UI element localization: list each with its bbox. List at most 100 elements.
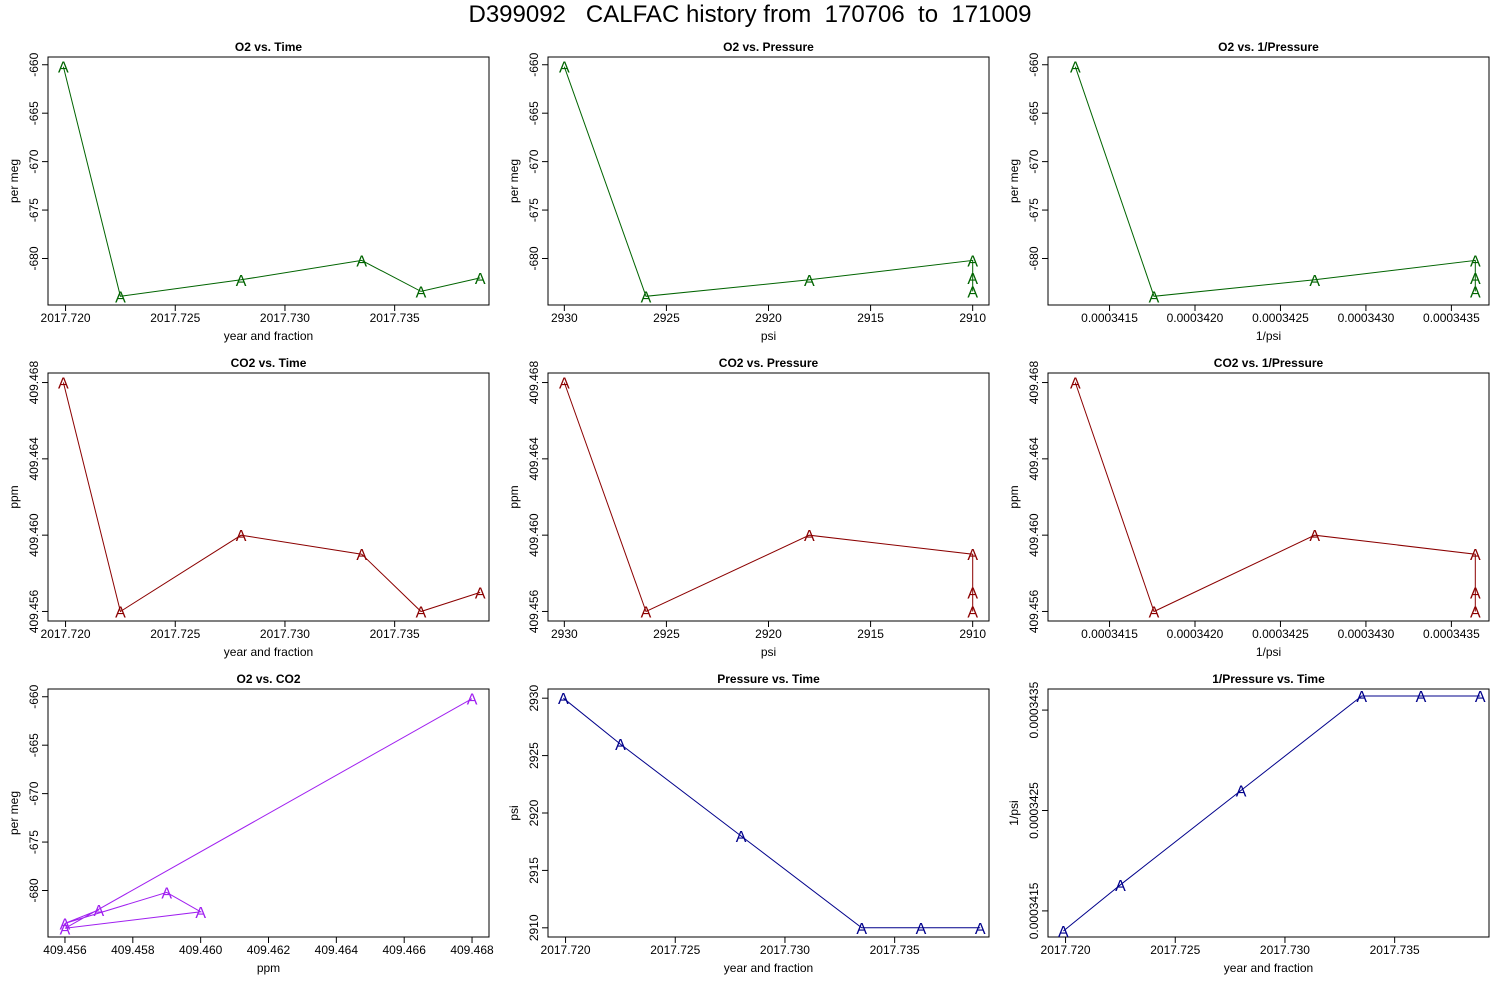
y-tick-label: -675 (27, 198, 41, 222)
y-axis-label: per meg (1007, 159, 1021, 203)
data-point: A (1470, 547, 1481, 564)
x-tick-label: 409.466 (382, 943, 426, 957)
data-point: A (559, 60, 570, 77)
y-tick-label: 409.464 (527, 437, 541, 481)
data-point: A (115, 604, 126, 621)
data-point: A (1416, 689, 1427, 706)
y-tick-label: 409.468 (527, 361, 541, 405)
series-line (1074, 382, 1476, 613)
y-tick-label: -670 (527, 149, 541, 173)
y-axis-label: per meg (7, 791, 21, 835)
plot-frame (1047, 372, 1490, 622)
plot-frame (47, 56, 490, 306)
data-point: A (967, 604, 978, 621)
plot-o2-time: O2 vs. Time year and fraction per meg 2017.… (7, 40, 490, 343)
y-tick-label: 409.456 (27, 589, 41, 633)
data-point: A (1070, 60, 1081, 77)
x-tick-label: 2925 (653, 627, 680, 641)
x-tick-label: 2017.735 (1370, 943, 1420, 957)
data-point: A (475, 585, 486, 602)
data-point: A (916, 921, 927, 938)
data-point: A (1470, 253, 1481, 270)
x-tick-label: 2017.730 (260, 311, 310, 325)
series-line (64, 698, 473, 929)
data-point: A (58, 376, 69, 393)
y-tick-label: 409.460 (27, 513, 41, 557)
data-point: A (1058, 924, 1069, 941)
plot-title: 1/Pressure vs. Time (1212, 672, 1325, 686)
x-tick-label: 409.460 (179, 943, 223, 957)
data-point: A (967, 271, 978, 288)
data-point: A (1470, 604, 1481, 621)
data-point: A (967, 585, 978, 602)
plot-title: CO2 vs. 1/Pressure (1214, 356, 1324, 370)
plot-title: CO2 vs. Pressure (719, 356, 819, 370)
page-title: D399092 CALFAC history from 170706 to 17… (468, 1, 1032, 28)
x-tick-label: 2910 (959, 311, 986, 325)
data-point: A (641, 289, 652, 306)
plot-title: O2 vs. Pressure (723, 40, 814, 54)
y-axis-label: ppm (7, 485, 21, 508)
y-tick-label: 409.468 (1027, 361, 1041, 405)
y-axis-label: ppm (1007, 485, 1021, 508)
x-tick-label: 2017.730 (1260, 943, 1310, 957)
y-tick-label: -670 (1027, 149, 1041, 173)
data-point: A (558, 691, 569, 708)
data-point: A (416, 604, 427, 621)
x-axis-label: year and fraction (224, 645, 313, 659)
data-point: A (236, 528, 247, 545)
plot-o2-invpressure: O2 vs. 1/Pressure 1/psi per meg 0.0003415 0.… (1007, 40, 1490, 343)
y-tick-label: 409.456 (527, 589, 541, 633)
data-point: A (967, 253, 978, 270)
y-tick-label: 2910 (527, 914, 541, 941)
x-tick-label: 2017.720 (1041, 943, 1091, 957)
plot-frame (47, 372, 490, 622)
y-tick-label: -670 (27, 781, 41, 805)
data-point: A (559, 376, 570, 393)
x-tick-label: 2017.735 (370, 627, 420, 641)
x-tick-label: 2017.725 (1150, 943, 1200, 957)
y-tick-label: -665 (1027, 101, 1041, 125)
plot-frame (1047, 56, 1490, 306)
plot-frame (1047, 688, 1490, 938)
y-tick-label: -675 (27, 830, 41, 854)
y-tick-label: -665 (527, 101, 541, 125)
y-tick-label: -675 (527, 198, 541, 222)
y-tick-label: -660 (1027, 52, 1041, 76)
data-point: A (1475, 689, 1486, 706)
y-tick-label: -660 (527, 52, 541, 76)
plot-co2-time: CO2 vs. Time year and fraction ppm 2017.720… (7, 356, 490, 659)
y-tick-label: 409.464 (27, 437, 41, 481)
x-axis-label: 1/psi (1256, 329, 1281, 343)
data-point: A (1070, 376, 1081, 393)
data-point: A (967, 284, 978, 301)
x-axis-label: ppm (257, 961, 280, 975)
x-tick-label: 2925 (653, 311, 680, 325)
plot-invpressure-time: 1/Pressure vs. Time year and fraction 1/ps… (1007, 672, 1490, 975)
data-point: A (967, 547, 978, 564)
x-tick-label: 409.458 (111, 943, 155, 957)
y-axis-label: ppm (507, 485, 521, 508)
y-tick-label: 409.456 (1027, 589, 1041, 633)
data-point: A (356, 547, 367, 564)
x-tick-label: 2017.735 (870, 943, 920, 957)
y-tick-label: -660 (27, 684, 41, 708)
plot-frame (547, 688, 990, 938)
data-point: A (161, 885, 172, 902)
series-line (1074, 66, 1476, 297)
data-point: A (467, 692, 478, 709)
x-tick-label: 409.468 (450, 943, 494, 957)
plot-co2-invpressure: CO2 vs. 1/Pressure 1/psi ppm 0.0003415 0.000… (1007, 356, 1490, 659)
y-tick-label: 409.464 (1027, 437, 1041, 481)
plot-co2-pressure: CO2 vs. Pressure psi ppm 2930 2925 2920 2915 29… (507, 356, 990, 659)
x-tick-label: 2915 (857, 627, 884, 641)
data-point: A (1309, 528, 1320, 545)
x-tick-label: 2017.725 (150, 627, 200, 641)
y-tick-label: 0.0003435 (1027, 681, 1041, 738)
x-tick-label: 0.0003430 (1338, 311, 1395, 325)
y-tick-label: -665 (27, 101, 41, 125)
series-line (62, 66, 481, 297)
x-tick-label: 2017.720 (41, 311, 91, 325)
data-point: A (975, 921, 986, 938)
